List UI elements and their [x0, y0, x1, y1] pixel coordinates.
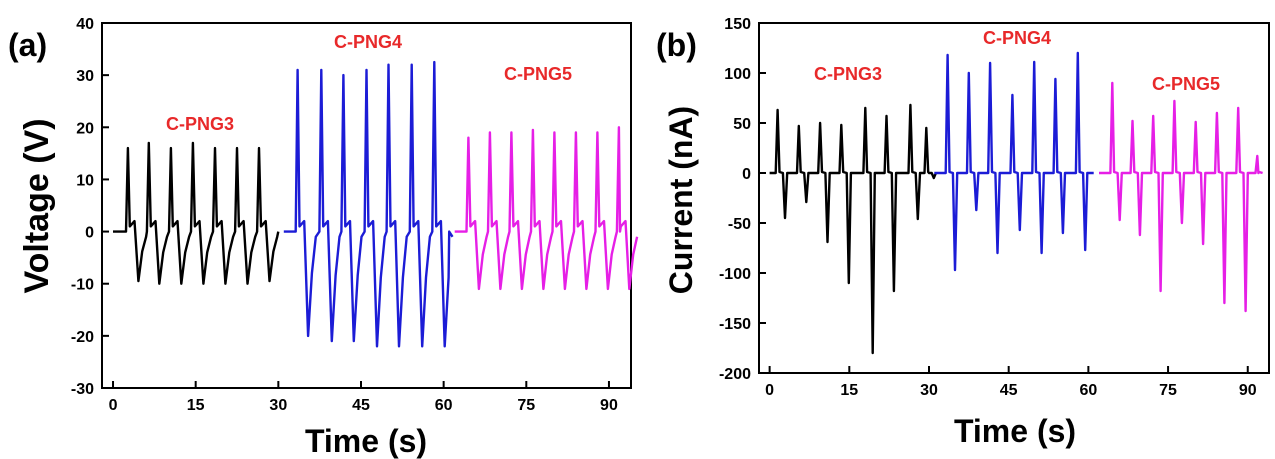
y-tick-label-a-6: 30	[76, 68, 94, 85]
x-tick-label-a-3: 45	[352, 397, 370, 414]
series-b	[769, 51, 1263, 355]
x-tick-label-b-6: 90	[1239, 382, 1257, 399]
ticks-a: 0 15 30 45 60 75 90 -30 -20 -10 0 10 20 30 40	[71, 16, 618, 414]
x-tick-label-a-0: 0	[109, 397, 118, 414]
y-tick-label-a-7: 40	[76, 16, 94, 33]
x-tick-label-a-1: 15	[187, 397, 205, 414]
x-tick-label-a-2: 30	[269, 397, 287, 414]
y-tick-label-a-4: 10	[76, 172, 94, 189]
x-axis-title-b: Time (s)	[954, 413, 1076, 449]
x-tick-label-b-0: 0	[765, 382, 774, 399]
panel-label-b: (b)	[656, 27, 697, 63]
y-tick-label-a-0: -30	[71, 381, 94, 398]
plot-frame-a	[101, 22, 632, 389]
y-axis-title-a: Voltage (V)	[18, 118, 56, 293]
series-a	[113, 60, 639, 348]
x-tick-label-b-1: 15	[840, 382, 858, 399]
y-tick-label-b-0: -200	[719, 366, 751, 383]
y-tick-label-a-1: -20	[71, 329, 94, 346]
y-tick-label-b-6: 100	[724, 66, 751, 83]
x-tick-label-b-2: 30	[920, 382, 938, 399]
y-axis-title-b: Current (nA)	[663, 106, 699, 294]
series-label-b-1: C-PNG4	[983, 28, 1051, 48]
y-tick-label-a-5: 20	[76, 120, 94, 137]
y-tick-label-b-2: -100	[719, 266, 751, 283]
series-label-a-1: C-PNG4	[334, 32, 402, 52]
y-tick-label-a-2: -10	[71, 277, 94, 294]
series-line-b-c-png4	[934, 51, 1094, 272]
series-line-b-c-png3	[769, 103, 938, 355]
panel-a: (a) 0 15 30 45 60 75 90 -30 -20 -10 0 10 20 30 40 C-PN…	[8, 16, 639, 459]
y-tick-label-b-4: 0	[742, 166, 751, 183]
y-tick-label-b-5: 50	[733, 116, 751, 133]
series-label-a-2: C-PNG5	[504, 64, 572, 84]
x-tick-label-b-4: 60	[1079, 382, 1097, 399]
y-tick-label-b-7: 150	[724, 16, 751, 33]
panel-b: (b) 0 15 30 45 60 75 90 -200 -150 -100 -50 0 50 100 15…	[656, 16, 1270, 449]
x-tick-label-a-4: 60	[435, 397, 453, 414]
x-tick-label-a-6: 90	[600, 397, 618, 414]
series-label-b-2: C-PNG5	[1152, 74, 1220, 94]
ticks-b: 0 15 30 45 60 75 90 -200 -150 -100 -50 0 50 100 150	[719, 16, 1257, 399]
series-line-a-c-png4	[283, 60, 454, 348]
x-tick-label-a-5: 75	[517, 397, 535, 414]
y-tick-label-b-3: -50	[728, 216, 751, 233]
series-line-a-c-png5	[454, 126, 639, 291]
series-line-a-c-png3	[113, 141, 280, 285]
series-labels-b: C-PNG3 C-PNG4 C-PNG5	[814, 28, 1220, 94]
panel-label-a: (a)	[8, 27, 47, 63]
x-tick-label-b-5: 75	[1159, 382, 1177, 399]
y-tick-label-a-3: 0	[85, 225, 94, 242]
series-labels-a: C-PNG3 C-PNG4 C-PNG5	[166, 32, 572, 134]
series-label-a-0: C-PNG3	[166, 114, 234, 134]
series-line-b-c-png5	[1099, 81, 1263, 313]
series-label-b-0: C-PNG3	[814, 64, 882, 84]
plot-frame-b	[758, 22, 1270, 374]
x-axis-title-a: Time (s)	[305, 423, 427, 459]
y-tick-label-b-1: -150	[719, 316, 751, 333]
x-tick-label-b-3: 45	[1000, 382, 1018, 399]
